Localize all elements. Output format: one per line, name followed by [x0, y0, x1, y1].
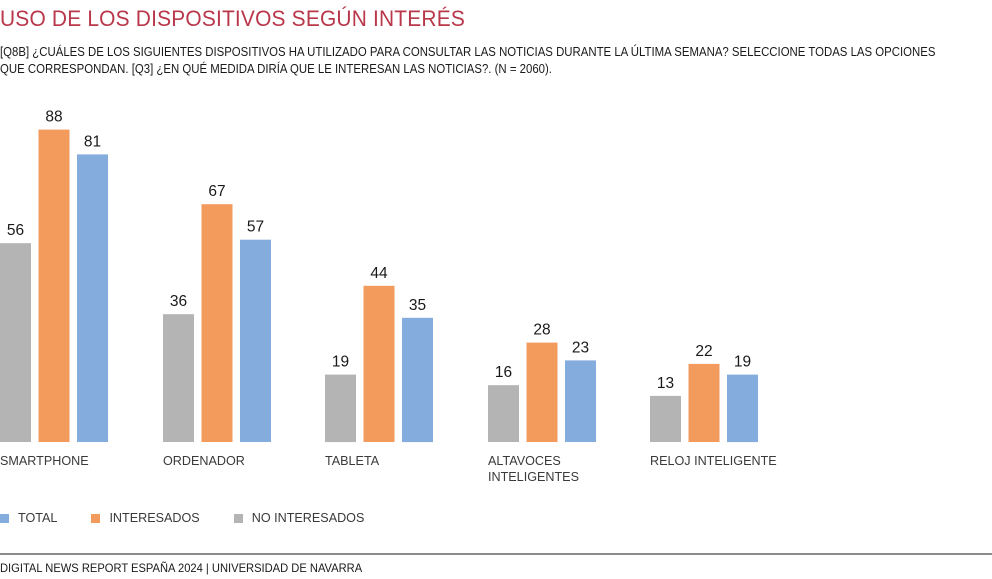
- bars-layer: [0, 129, 758, 443]
- legend-item-total[interactable]: TOTAL: [0, 511, 57, 525]
- bar-altavoces-inteligentes-total: [565, 360, 596, 442]
- bar-smartphone-total: [77, 154, 108, 442]
- category-label-altavoces-inteligentes-line-2: INTELIGENTES: [488, 470, 579, 484]
- legend-item-interesados[interactable]: INTERESADOS: [91, 511, 200, 525]
- legend-label-no-interesados: NO INTERESADOS: [251, 511, 365, 525]
- value-label-ordenador-no-interesados: 36: [170, 293, 187, 310]
- footer-source: DIGITAL NEWS REPORT ESPAÑA 2024 | UNIVER…: [0, 561, 363, 575]
- legend: TOTAL INTERESADOS NO INTERESADOS: [0, 511, 398, 525]
- chart-title: USO DE LOS DISPOSITIVOS SEGÚN INTERÉS: [0, 6, 466, 31]
- value-label-reloj-inteligente-total: 19: [734, 354, 751, 371]
- value-label-reloj-inteligente-no-interesados: 13: [657, 375, 674, 392]
- value-label-altavoces-inteligentes-interesados: 28: [533, 322, 550, 339]
- legend-swatch-total: [0, 513, 9, 523]
- value-label-tableta-no-interesados: 19: [332, 354, 349, 371]
- bar-altavoces-inteligentes-no-interesados: [488, 385, 519, 442]
- value-labels-layer: 56 88 81 36 67 57 19 44 35 16 28 23 13 22 19: [7, 109, 751, 392]
- value-label-ordenador-interesados: 67: [208, 183, 225, 200]
- bar-smartphone-no-interesados: [0, 243, 31, 442]
- value-label-smartphone-total: 81: [84, 133, 101, 150]
- bar-ordenador-no-interesados: [163, 314, 194, 442]
- bar-ordenador-interesados: [201, 204, 233, 442]
- bar-reloj-inteligente-interesados: [688, 363, 720, 442]
- value-label-altavoces-inteligentes-total: 23: [572, 339, 589, 356]
- category-label-altavoces-inteligentes-line-1: ALTAVOCES: [488, 454, 561, 468]
- legend-swatch-no-interesados: [233, 513, 243, 523]
- value-label-tableta-interesados: 44: [370, 265, 388, 282]
- value-label-reloj-inteligente-interesados: 22: [695, 343, 712, 360]
- legend-swatch-interesados: [91, 513, 101, 523]
- value-label-ordenador-total: 57: [247, 219, 264, 236]
- value-label-altavoces-inteligentes-no-interesados: 16: [495, 364, 512, 381]
- value-label-tableta-total: 35: [409, 297, 426, 314]
- footer-divider: [0, 553, 992, 555]
- legend-label-interesados: INTERESADOS: [109, 511, 200, 525]
- category-labels-layer: SMARTPHONE ORDENADOR TABLETA ALTAVOCES INTEL…: [0, 454, 777, 484]
- bar-chart: 56 88 81 36 67 57 19 44 35 16 28 23 13 22 19 SMARTPHON…: [0, 109, 777, 484]
- category-label-reloj-inteligente: RELOJ INTELIGENTE: [650, 454, 777, 468]
- category-label-ordenador: ORDENADOR: [163, 454, 245, 468]
- bar-tableta-interesados: [363, 285, 395, 442]
- legend-label-total: TOTAL: [18, 511, 58, 525]
- bar-ordenador-total: [240, 239, 271, 442]
- category-label-smartphone: SMARTPHONE: [0, 454, 89, 468]
- bar-reloj-inteligente-no-interesados: [650, 395, 681, 442]
- bar-altavoces-inteligentes-interesados: [526, 342, 558, 442]
- value-label-smartphone-no-interesados: 56: [7, 222, 24, 239]
- chart-subtitle: [Q8B] ¿CUÁLES DE LOS SIGUIENTES DISPOSIT…: [0, 45, 936, 76]
- bar-smartphone-interesados: [38, 129, 70, 442]
- bar-reloj-inteligente-total: [727, 374, 758, 443]
- bar-tableta-no-interesados: [325, 374, 356, 443]
- category-label-tableta: TABLETA: [325, 454, 380, 468]
- legend-item-no-interesados[interactable]: NO INTERESADOS: [233, 511, 365, 525]
- bar-tableta-total: [402, 317, 433, 443]
- value-label-smartphone-interesados: 88: [45, 109, 62, 126]
